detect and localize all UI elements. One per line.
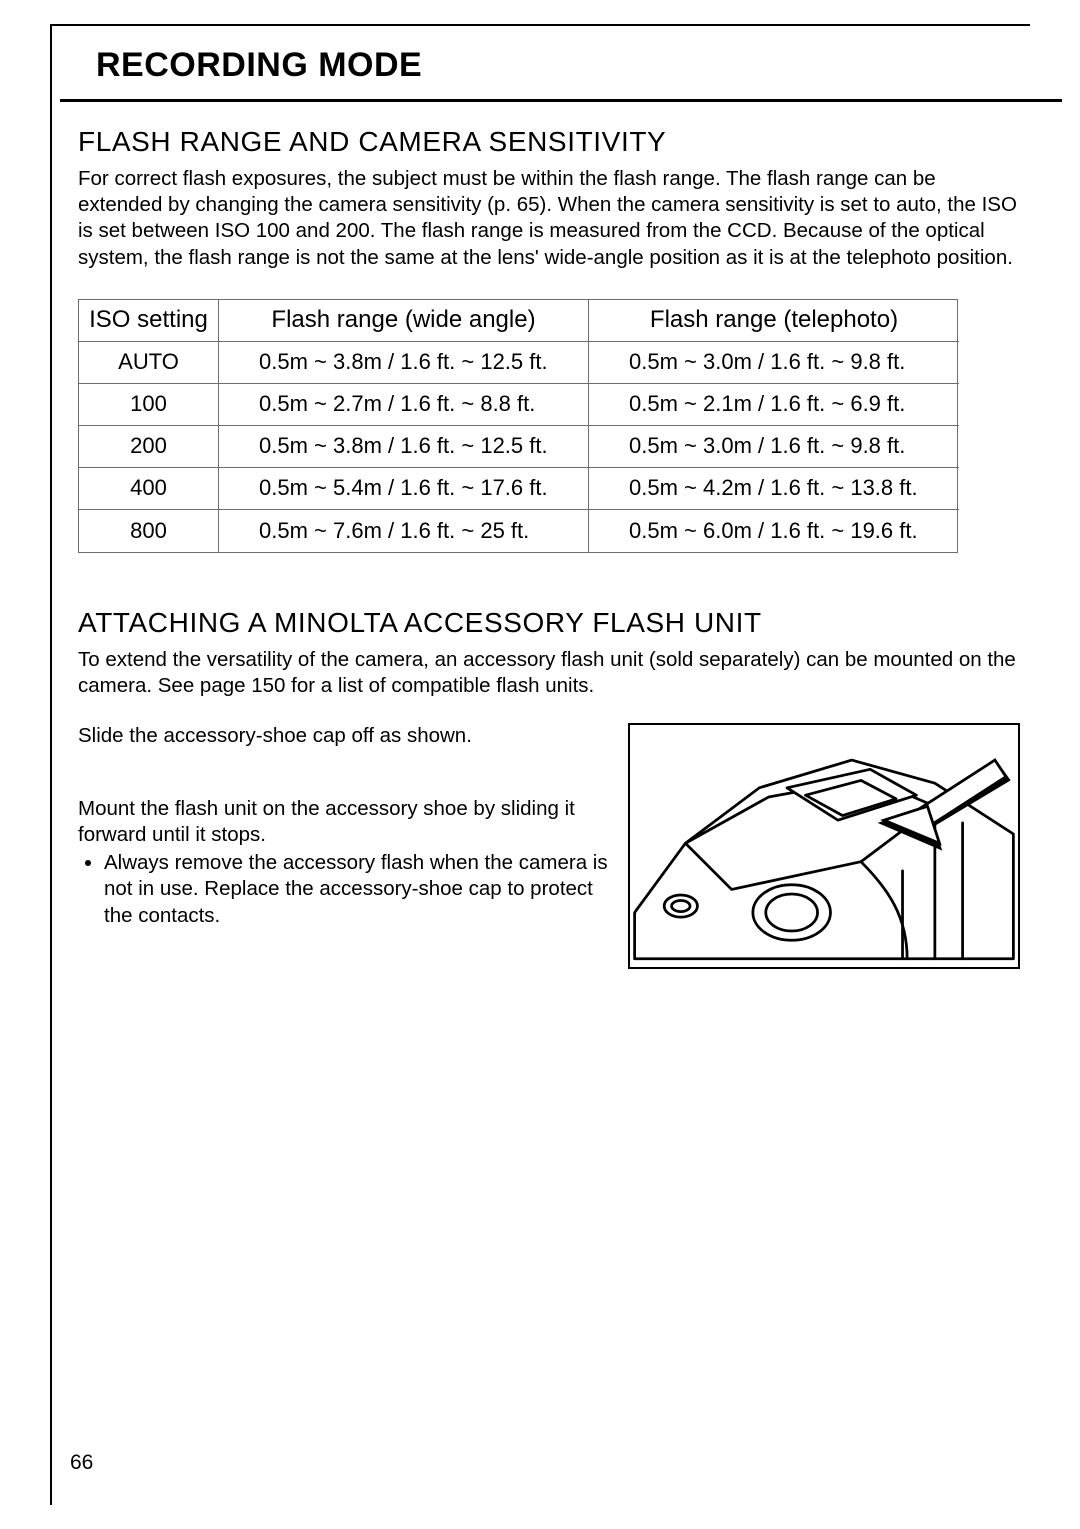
table-cell: 400 [79, 468, 219, 510]
table-cell: 0.5m ~ 4.2m / 1.6 ft. ~ 13.8 ft. [589, 468, 959, 510]
table-cell: 0.5m ~ 3.0m / 1.6 ft. ~ 9.8 ft. [589, 342, 959, 384]
page-header: RECORDING MODE [96, 46, 1020, 85]
table-cell: 0.5m ~ 5.4m / 1.6 ft. ~ 17.6 ft. [219, 468, 589, 510]
table-header: ISO setting [79, 300, 219, 342]
table-cell: 0.5m ~ 3.8m / 1.6 ft. ~ 12.5 ft. [219, 342, 589, 384]
table-cell: 0.5m ~ 3.8m / 1.6 ft. ~ 12.5 ft. [219, 426, 589, 468]
header-rule [60, 99, 1062, 102]
table-header: Flash range (wide angle) [219, 300, 589, 342]
camera-hotshoe-illustration [628, 723, 1020, 969]
table-cell: 0.5m ~ 2.1m / 1.6 ft. ~ 6.9 ft. [589, 384, 959, 426]
attach-steps: Slide the accessory-shoe cap off as show… [78, 723, 608, 969]
flash-section-title: FLASH RANGE AND CAMERA SENSITIVITY [78, 126, 1020, 158]
attach-step2: Mount the flash unit on the accessory sh… [78, 796, 608, 848]
table-cell: 0.5m ~ 7.6m / 1.6 ft. ~ 25 ft. [219, 510, 589, 552]
attach-section-title: ATTACHING A MINOLTA ACCESSORY FLASH UNIT [78, 607, 1020, 639]
page-number: 66 [70, 1451, 93, 1475]
attach-step1: Slide the accessory-shoe cap off as show… [78, 723, 608, 749]
table-cell: 800 [79, 510, 219, 552]
table-cell: 100 [79, 384, 219, 426]
flash-body: For correct flash exposures, the subject… [78, 166, 1020, 271]
attach-bullet: Always remove the accessory flash when t… [104, 850, 608, 929]
attach-intro: To extend the versatility of the camera,… [78, 647, 1020, 699]
flash-table: ISO setting Flash range (wide angle) Fla… [78, 299, 958, 553]
table-cell: AUTO [79, 342, 219, 384]
table-header: Flash range (telephoto) [589, 300, 959, 342]
table-cell: 0.5m ~ 2.7m / 1.6 ft. ~ 8.8 ft. [219, 384, 589, 426]
table-cell: 200 [79, 426, 219, 468]
table-cell: 0.5m ~ 6.0m / 1.6 ft. ~ 19.6 ft. [589, 510, 959, 552]
table-cell: 0.5m ~ 3.0m / 1.6 ft. ~ 9.8 ft. [589, 426, 959, 468]
